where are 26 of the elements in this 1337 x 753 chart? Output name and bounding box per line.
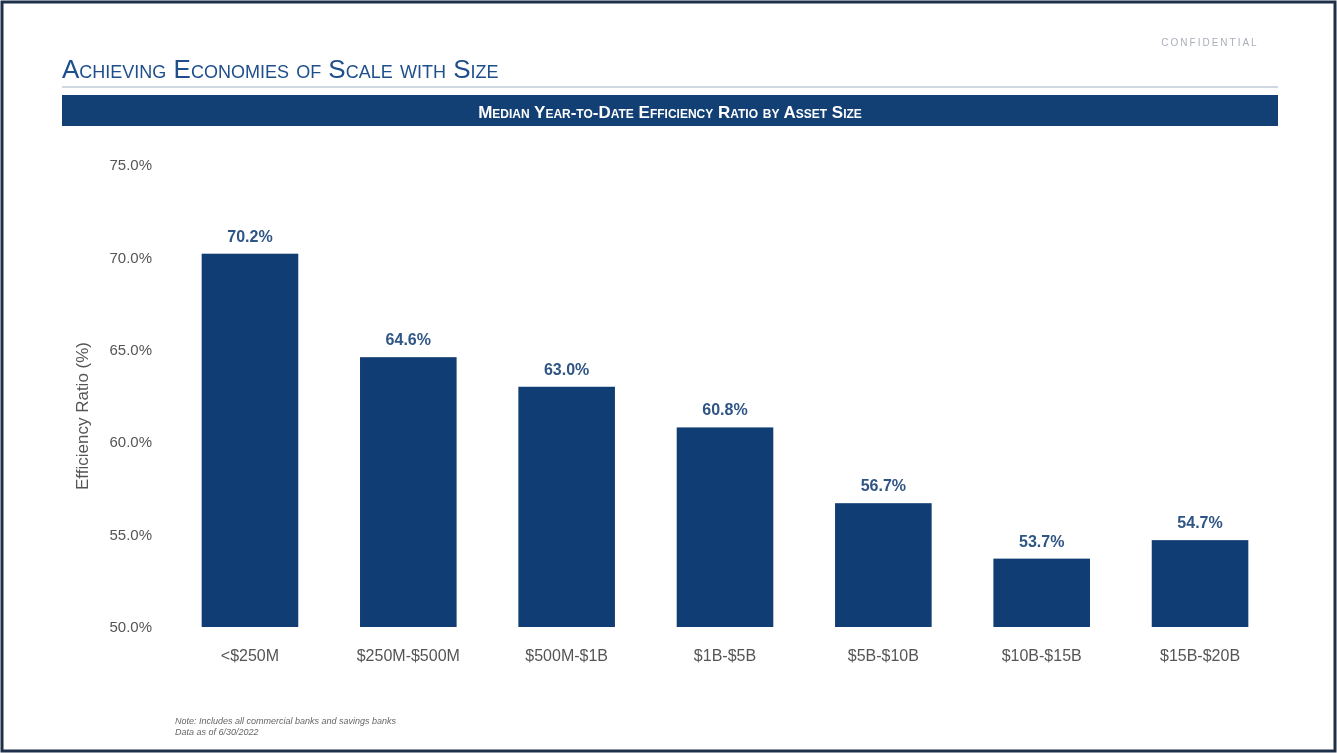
text: Note: Includes all commercial banks and savings banks xyxy=(175,716,397,726)
chart-title: Achieving Economies of Scale with Size xyxy=(62,54,499,84)
data-label: 64.6% xyxy=(385,331,431,349)
y-tick-label: 65.0% xyxy=(109,341,152,359)
data-label: 54.7% xyxy=(1177,514,1223,532)
y-tick-label: 70.0% xyxy=(109,248,152,266)
x-tick-label: $10B-$15B xyxy=(1001,647,1082,664)
data-label: 63.0% xyxy=(543,360,590,378)
text: Data as of 6/30/2022 xyxy=(175,727,259,737)
x-tick-label: <$250M xyxy=(220,647,280,664)
x-tick-label: $500M-$1B xyxy=(525,647,609,664)
data-label: 56.7% xyxy=(860,477,907,495)
x-tick-label: $5B-$10B xyxy=(847,647,919,664)
x-tick-label: $250M-$500M xyxy=(356,647,460,664)
chart-subtitle: Median Year-to-Date Efficiency Ratio by Asset Size xyxy=(478,103,862,122)
y-tick-label: 75.0% xyxy=(109,156,152,174)
text: CONFIDENTIAL xyxy=(1161,37,1259,48)
data-label: 70.2% xyxy=(227,227,273,245)
data-label: 53.7% xyxy=(1019,532,1065,550)
y-tick-label: 50.0% xyxy=(109,618,152,636)
y-tick-label: 60.0% xyxy=(109,433,152,451)
x-tick-label: $1B-$5B xyxy=(693,647,757,664)
y-axis-title: Efficiency Ratio (%) xyxy=(73,341,92,491)
y-tick-label: 55.0% xyxy=(109,525,152,543)
data-label: 60.8% xyxy=(702,401,748,419)
x-tick-label: $15B-$20B xyxy=(1160,647,1241,664)
